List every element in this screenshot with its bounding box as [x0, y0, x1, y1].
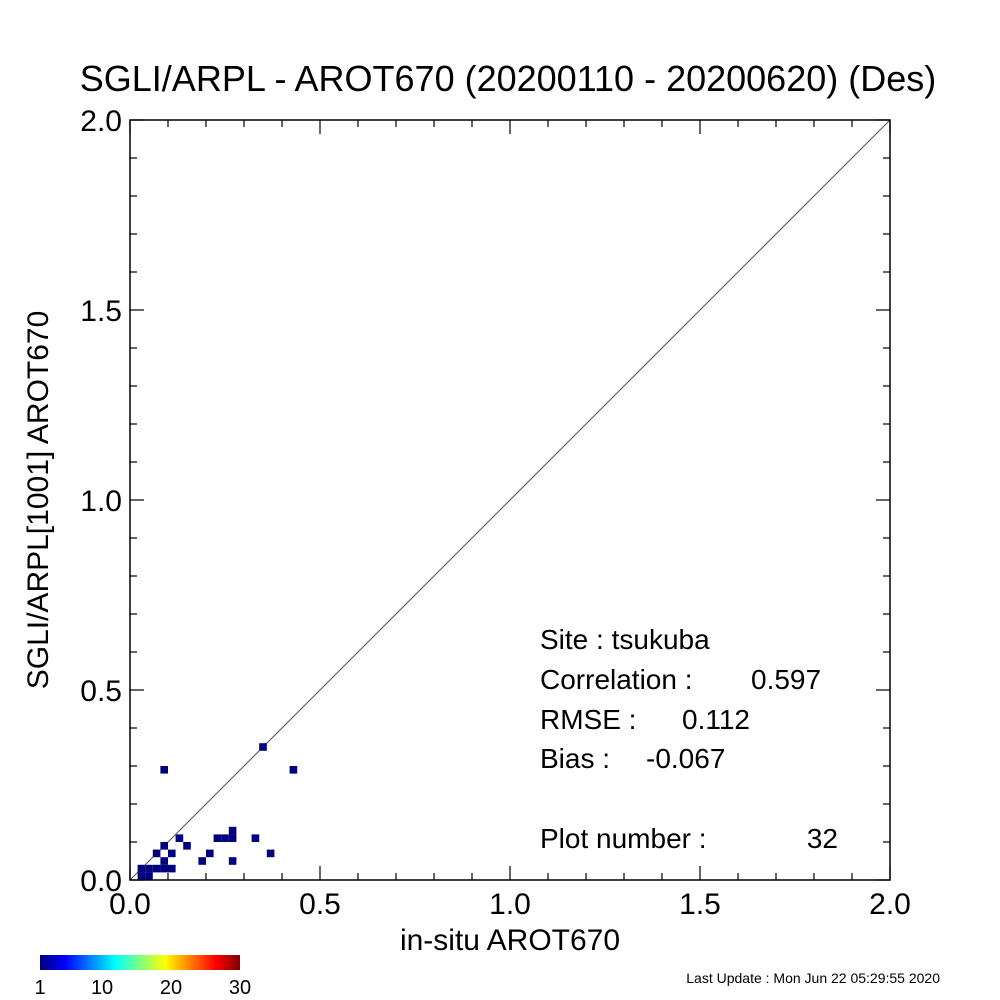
- correlation-label: Correlation :: [540, 664, 693, 695]
- bias-value: -0.067: [646, 743, 725, 774]
- density-cell: [160, 864, 168, 873]
- density-cell: [206, 849, 214, 858]
- x-tick-label: 1.0: [489, 888, 531, 921]
- density-cell: [168, 849, 176, 858]
- rmse-label: RMSE :: [540, 704, 636, 735]
- y-axis-label: SGLI/ARPL[1001] AROT670: [22, 311, 55, 690]
- density-cell: [228, 826, 237, 835]
- density-cell: [145, 872, 153, 880]
- y-tick-label: 0.5: [80, 675, 122, 708]
- bias-label: Bias :: [540, 743, 610, 774]
- x-axis-label: in-situ AROT670: [400, 924, 620, 957]
- y-tick-label: 1.0: [80, 485, 122, 518]
- density-cell: [259, 743, 267, 751]
- last-update-text: Last Update : Mon Jun 22 05:29:55 2020: [686, 970, 940, 986]
- plot-frame: [129, 119, 891, 881]
- density-cell: [160, 842, 168, 850]
- y-tick-label: 1.5: [80, 295, 122, 328]
- density-cell: [160, 857, 168, 865]
- colorbar: [40, 955, 240, 970]
- density-cell: [221, 834, 229, 842]
- density-cell: [213, 834, 222, 842]
- density-cell: [198, 857, 206, 865]
- density-cell: [289, 766, 298, 774]
- density-cell: [168, 864, 176, 873]
- colorbar-tick-label: 30: [229, 977, 251, 999]
- density-cell: [228, 834, 237, 842]
- density-cell: [160, 766, 168, 774]
- density-cells: [137, 743, 298, 880]
- colorbar-tick-label: 20: [160, 977, 182, 999]
- density-cell: [137, 872, 146, 880]
- x-tick-label: 0.0: [109, 888, 151, 921]
- x-tick-labels: 0.0 0.5 1.0 1.5 2.0: [109, 888, 911, 921]
- x-tick-label: 0.5: [299, 888, 341, 921]
- density-cell: [251, 834, 260, 842]
- density-cell: [183, 842, 191, 850]
- density-cell: [145, 864, 153, 873]
- density-cell: [266, 849, 275, 858]
- rmse-value: 0.112: [682, 704, 750, 735]
- site-label: Site : tsukuba: [540, 624, 710, 655]
- x-tick-label: 1.5: [679, 888, 721, 921]
- colorbar-tick-label: 1: [34, 977, 45, 999]
- y-tick-label: 0.0: [80, 865, 122, 898]
- density-cell: [152, 864, 161, 873]
- colorbar-tick-label: 10: [91, 977, 113, 999]
- one-to-one-line: [129, 119, 891, 881]
- plot-number-label: Plot number :: [540, 823, 707, 854]
- colorbar-tick-labels: 1 10 20 30: [34, 977, 251, 999]
- density-cell: [152, 849, 161, 858]
- plot-number-value: 32: [807, 823, 838, 854]
- y-tick-labels: 0.0 0.5 1.0 1.5 2.0: [80, 105, 122, 898]
- correlation-value: 0.597: [751, 664, 821, 695]
- density-cell: [175, 834, 184, 842]
- density-cell: [137, 864, 146, 873]
- density-cell: [228, 857, 237, 865]
- x-tick-label: 2.0: [869, 888, 911, 921]
- y-tick-label: 2.0: [80, 105, 122, 138]
- chart-title: SGLI/ARPL - AROT670 (20200110 - 20200620…: [80, 58, 936, 99]
- stats-panel: Site : tsukuba Correlation : 0.597 RMSE …: [540, 624, 838, 854]
